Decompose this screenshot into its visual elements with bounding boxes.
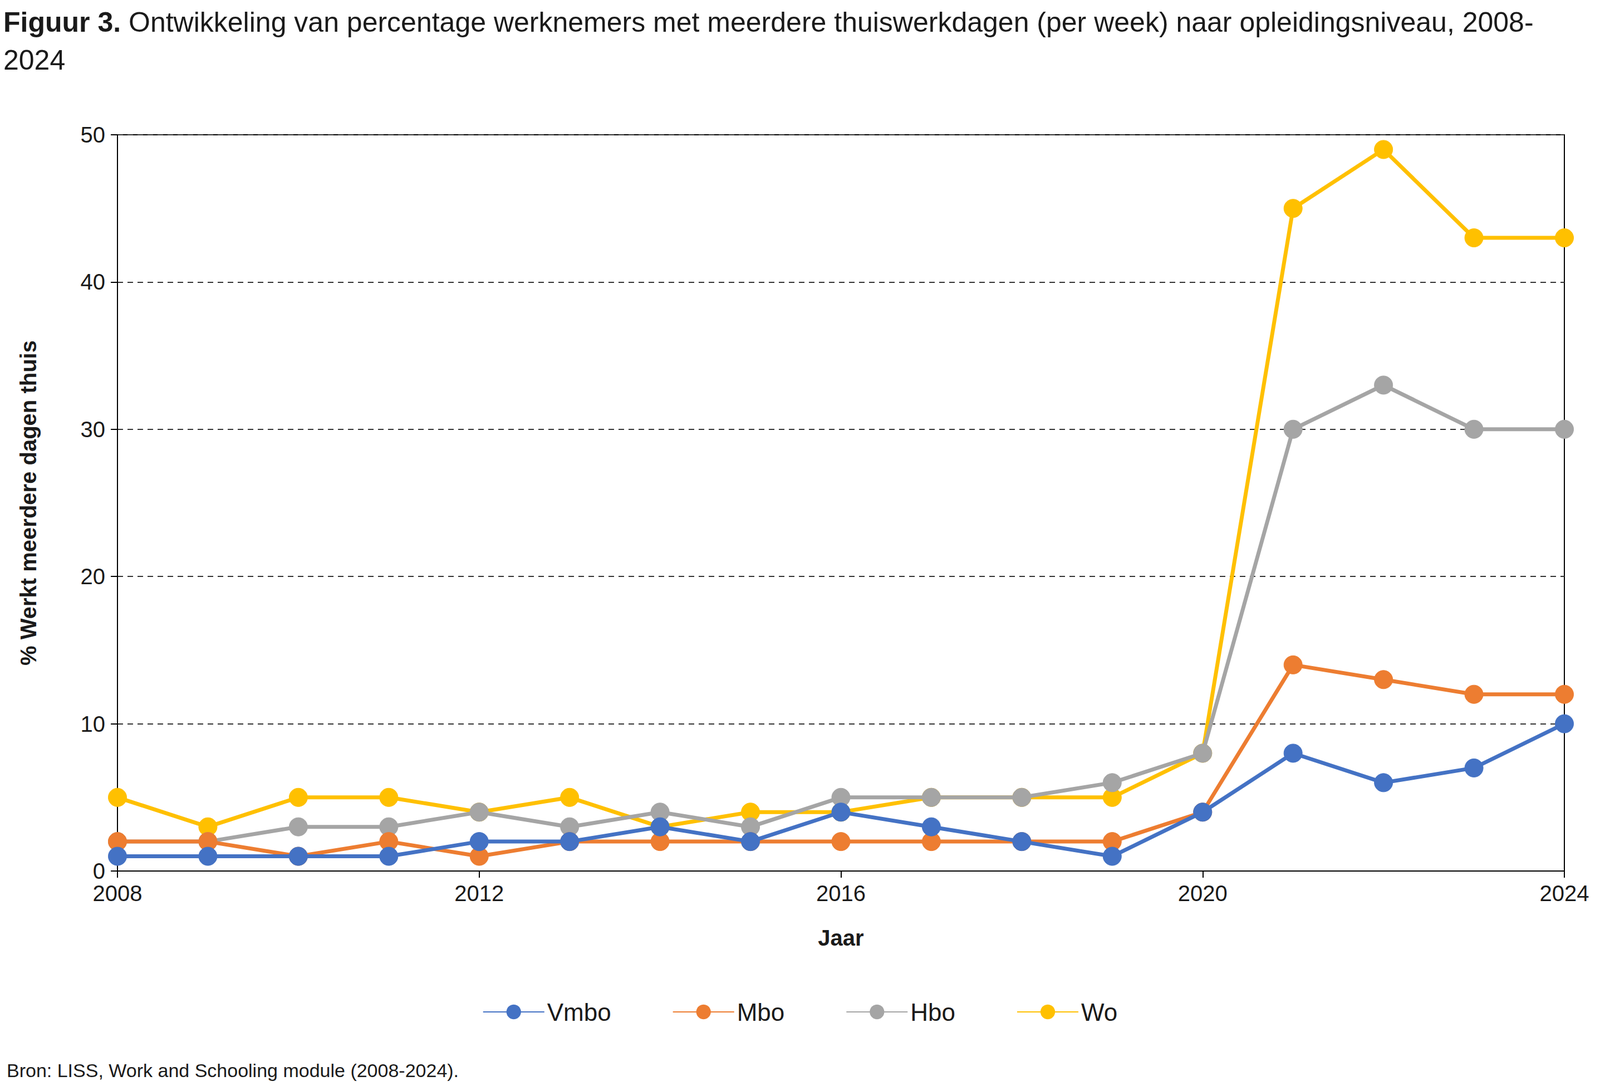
svg-text:40: 40 bbox=[80, 269, 106, 294]
html-text:Figuur 3. Ontwikkeling van per: Figuur 3. Ontwikkeling van percentage we… bbox=[3, 6, 1534, 76]
svg-text:2012: 2012 bbox=[454, 880, 504, 906]
svg-text:2008: 2008 bbox=[92, 880, 143, 906]
svg-text:Bron: LISS, Work and Schooling: Bron: LISS, Work and Schooling module (2… bbox=[6, 1059, 459, 1081]
svg-text:Wo: Wo bbox=[1081, 998, 1118, 1026]
svg-text:10: 10 bbox=[80, 711, 106, 736]
svg-text:2016: 2016 bbox=[816, 880, 866, 906]
svg-text:30: 30 bbox=[80, 416, 106, 442]
svg-text:2024: 2024 bbox=[1539, 880, 1590, 906]
svg-text:0: 0 bbox=[92, 858, 106, 883]
svg-text:Jaar: Jaar bbox=[817, 925, 864, 950]
svg-text:Mbo: Mbo bbox=[737, 998, 785, 1026]
svg-text:% Werkt meerdere dagen thuis: % Werkt meerdere dagen thuis bbox=[16, 340, 41, 666]
svg-text:50: 50 bbox=[80, 122, 106, 147]
svg-text:Hbo: Hbo bbox=[910, 998, 956, 1026]
svg-text:2020: 2020 bbox=[1178, 880, 1228, 906]
svg-text:Vmbo: Vmbo bbox=[547, 998, 612, 1026]
svg-text:20: 20 bbox=[80, 563, 106, 589]
